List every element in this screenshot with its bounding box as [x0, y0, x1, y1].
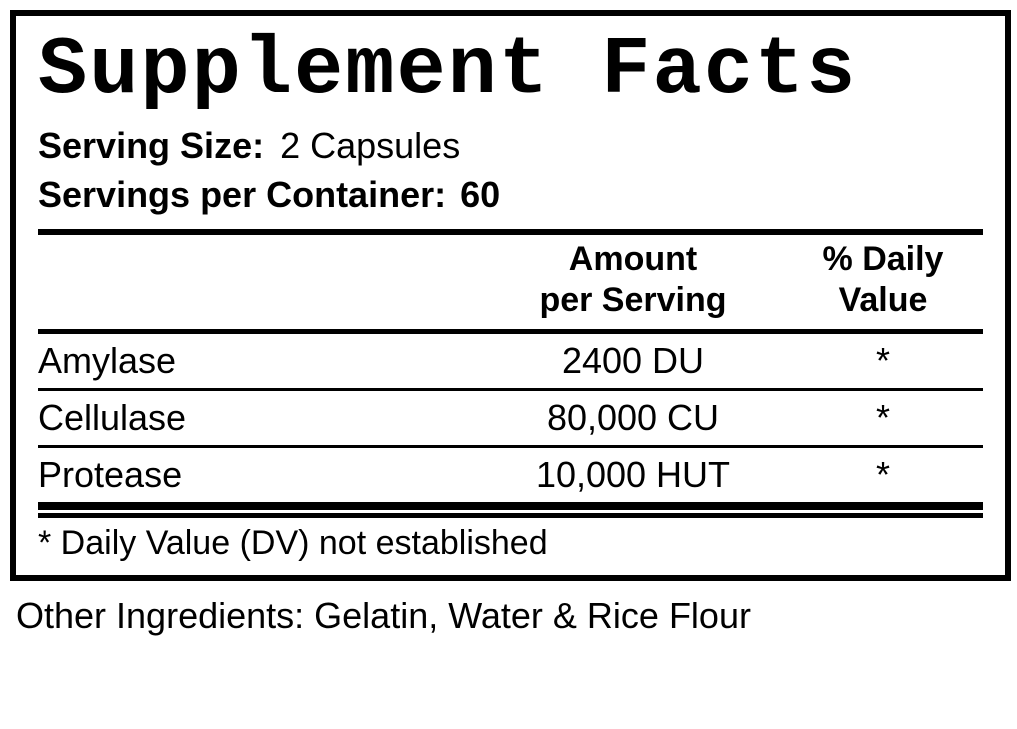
supplement-facts-panel: Supplement Facts Serving Size: 2 Capsule… [10, 10, 1011, 581]
row-dv: * [783, 454, 983, 496]
serving-size-value: 2 Capsules [280, 125, 460, 166]
row-dv: * [783, 340, 983, 382]
row-amount: 10,000 HUT [483, 454, 783, 496]
table-row: Cellulase 80,000 CU * [38, 391, 983, 448]
dv-footnote: * Daily Value (DV) not established [38, 518, 983, 569]
servings-per-container-line: Servings per Container: 60 [38, 171, 983, 220]
row-name: Amylase [38, 340, 483, 382]
serving-size-label: Serving Size: [38, 125, 264, 166]
servings-per-container-label: Servings per Container: [38, 174, 446, 215]
supplement-facts-container: Supplement Facts Serving Size: 2 Capsule… [0, 0, 1017, 729]
servings-per-container-value: 60 [460, 174, 500, 215]
serving-size-line: Serving Size: 2 Capsules [38, 122, 983, 171]
row-dv: * [783, 397, 983, 439]
table-header-dv: % Daily Value [783, 239, 983, 321]
header-amount-line2: per Serving [539, 281, 726, 319]
row-amount: 80,000 CU [483, 397, 783, 439]
table-row: Protease 10,000 HUT * [38, 448, 983, 505]
other-ingredients: Other Ingredients: Gelatin, Water & Rice… [10, 581, 1011, 637]
divider-double-bottom [38, 505, 983, 518]
row-name: Cellulase [38, 397, 483, 439]
row-amount: 2400 DU [483, 340, 783, 382]
table-header-amount: Amount per Serving [483, 239, 783, 321]
row-name: Protease [38, 454, 483, 496]
table-row: Amylase 2400 DU * [38, 334, 983, 391]
header-amount-line1: Amount [569, 240, 697, 278]
header-dv-line2: Value [839, 281, 928, 319]
panel-title: Supplement Facts [38, 28, 983, 114]
header-dv-line1: % Daily [823, 240, 944, 278]
table-header-blank [38, 239, 483, 321]
table-header-row: Amount per Serving % Daily Value [38, 235, 983, 329]
